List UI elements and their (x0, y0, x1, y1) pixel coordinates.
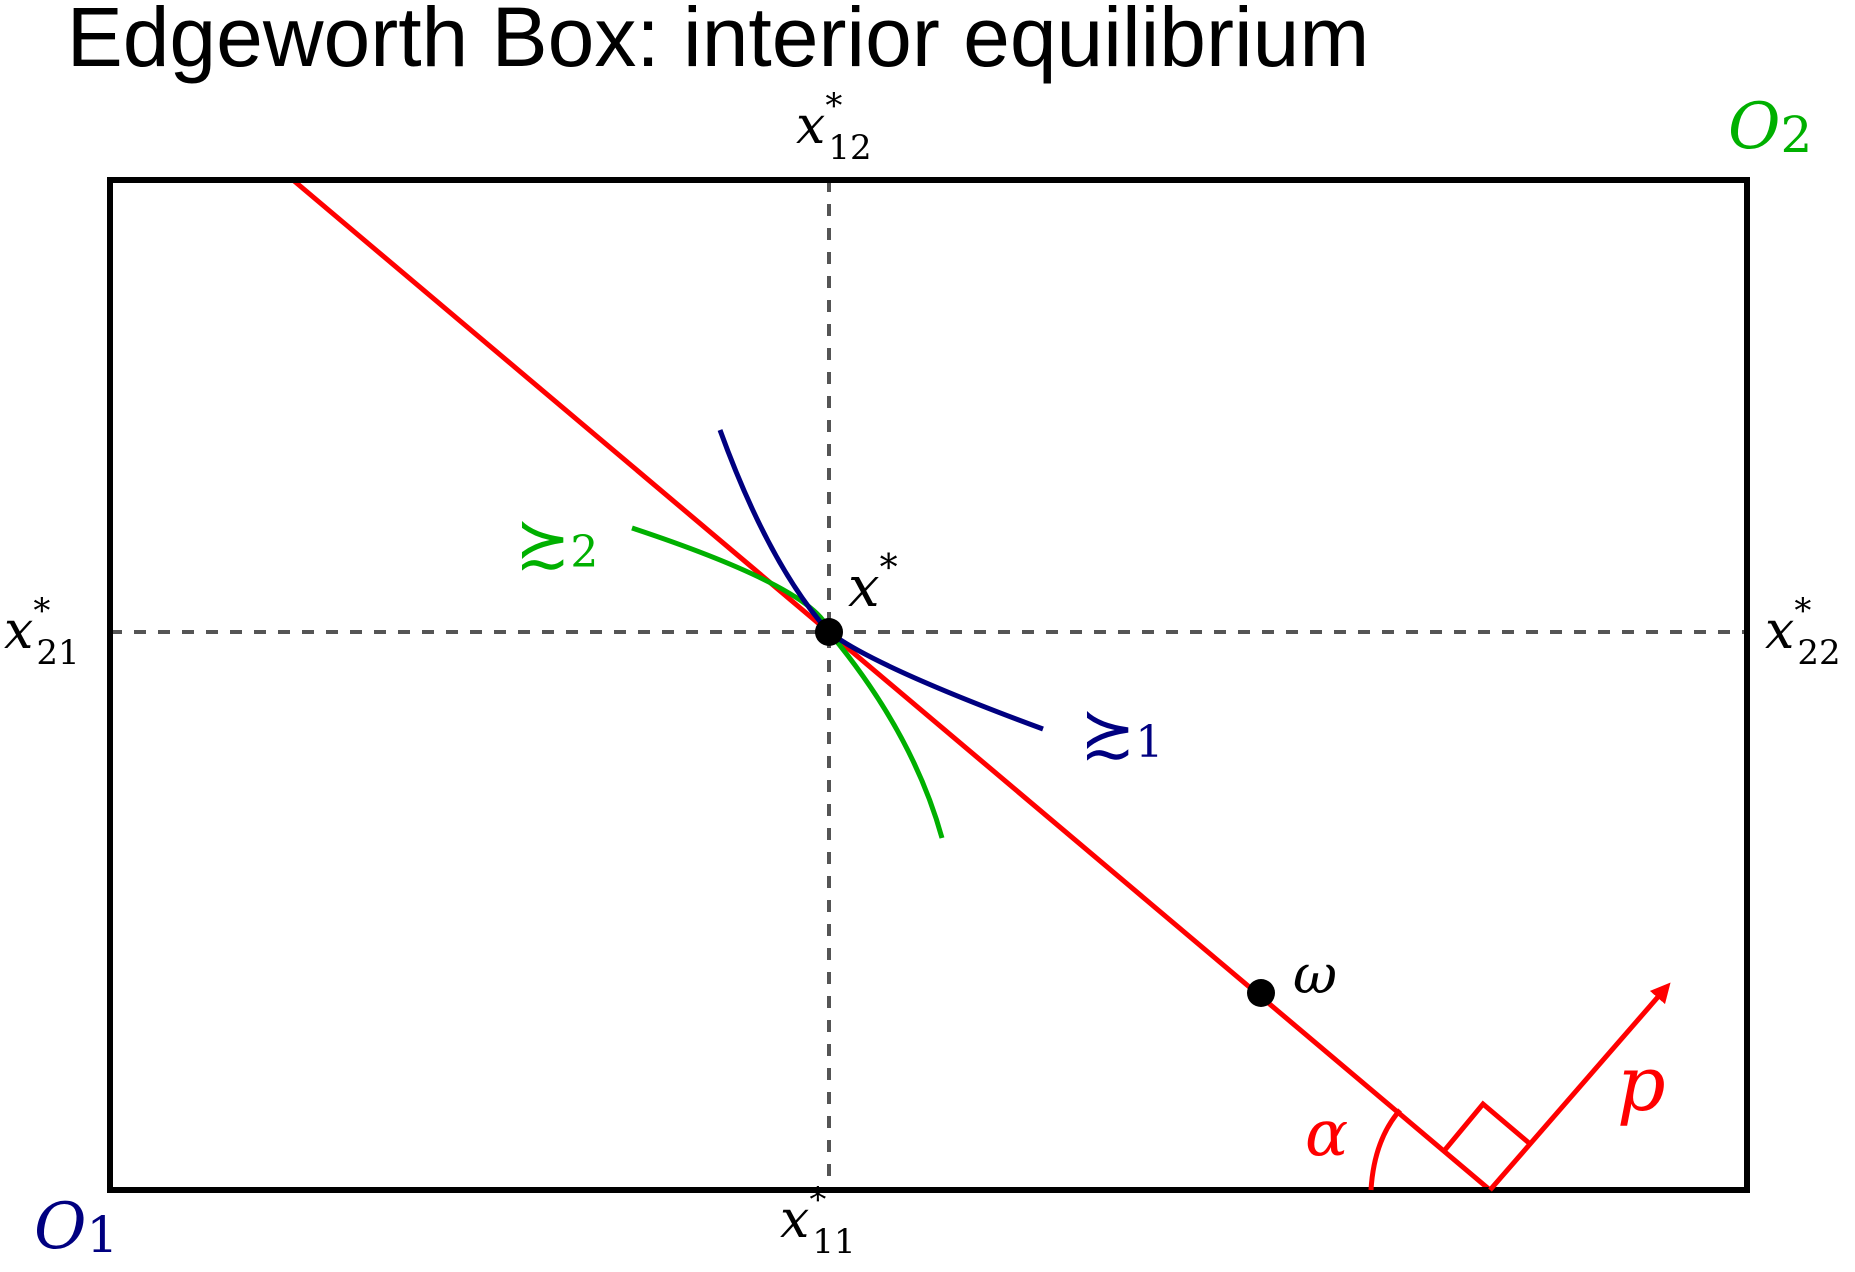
axis-label-x21: x* 21 (4, 591, 80, 673)
budget-line (291, 178, 1492, 1192)
preference-agent1-label: ≿1 (1080, 694, 1163, 771)
price-vector-arrow (1488, 982, 1671, 1192)
right-angle-marker (1442, 1100, 1531, 1153)
axis-label-x22: x* 22 (1765, 591, 1841, 673)
origin-o1-label: O1 (34, 1190, 118, 1264)
equilibrium-label: x* (848, 548, 898, 620)
axis-label-x11: x* 11 (780, 1180, 856, 1262)
equilibrium-point (815, 618, 843, 646)
diagram-title: Edgeworth Box: interior equilibrium (67, 0, 1370, 84)
axis-label-x12: x* 12 (796, 86, 872, 168)
price-vector-label: p (1617, 1039, 1666, 1128)
edgeworth-box-outline (107, 177, 1750, 1193)
endowment-label: ω (1293, 943, 1337, 1006)
endowment-point (1247, 979, 1275, 1007)
origin-o2-label: O2 (1728, 90, 1812, 164)
angle-arc (1368, 1108, 1402, 1191)
angle-alpha-label: α (1305, 1097, 1348, 1171)
preference-agent2-label: ≿2 (515, 504, 598, 581)
